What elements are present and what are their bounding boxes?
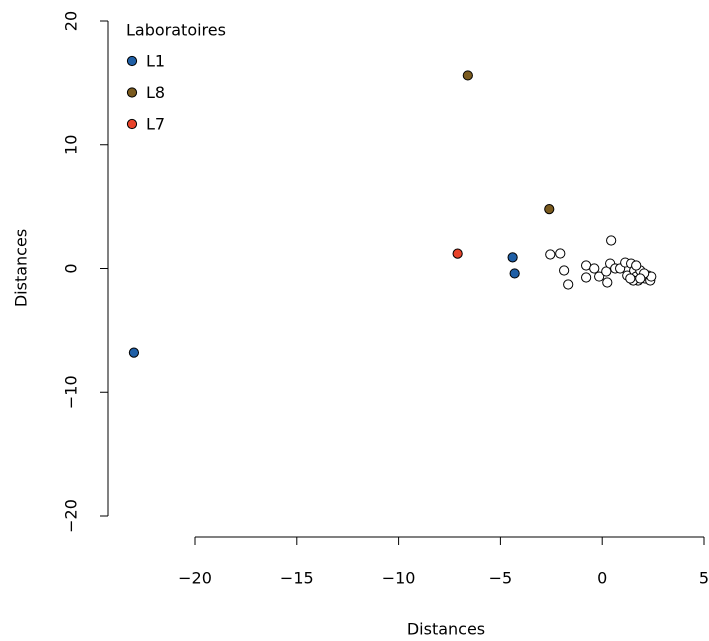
point <box>563 279 574 290</box>
legend-marker <box>126 118 138 130</box>
legend-marker <box>126 55 138 67</box>
point <box>581 272 592 283</box>
y-tick-label: −10 <box>62 375 81 409</box>
point <box>462 70 473 81</box>
x-tick-label: −15 <box>280 569 314 588</box>
x-tick-label: −10 <box>382 569 416 588</box>
y-axis-label: Distances <box>12 229 31 307</box>
y-tick-label: 10 <box>62 135 81 155</box>
point <box>631 260 642 271</box>
point <box>452 248 463 259</box>
x-tick-label: −20 <box>178 569 212 588</box>
legend-label: L8 <box>146 83 165 102</box>
point <box>544 204 555 215</box>
x-tick-label: −5 <box>489 569 513 588</box>
x-tick-label: 5 <box>699 569 709 588</box>
point <box>589 263 600 274</box>
legend-marker <box>126 87 138 98</box>
y-tick-label: 20 <box>62 11 81 31</box>
point <box>509 268 520 279</box>
point <box>128 347 140 358</box>
y-tick-label: 0 <box>62 263 81 273</box>
point <box>602 277 613 288</box>
x-tick-label: 0 <box>597 569 607 588</box>
point <box>594 271 605 282</box>
point <box>606 235 617 246</box>
legend-label: L7 <box>146 115 165 134</box>
legend-label: L1 <box>146 52 165 71</box>
point <box>507 252 518 263</box>
point <box>559 265 570 276</box>
x-axis-label: Distances <box>407 620 485 639</box>
point <box>545 249 556 260</box>
y-tick-label: −20 <box>62 499 81 533</box>
point <box>625 273 636 284</box>
legend-title: Laboratoires <box>126 21 226 40</box>
point <box>635 273 646 284</box>
point <box>555 248 566 259</box>
